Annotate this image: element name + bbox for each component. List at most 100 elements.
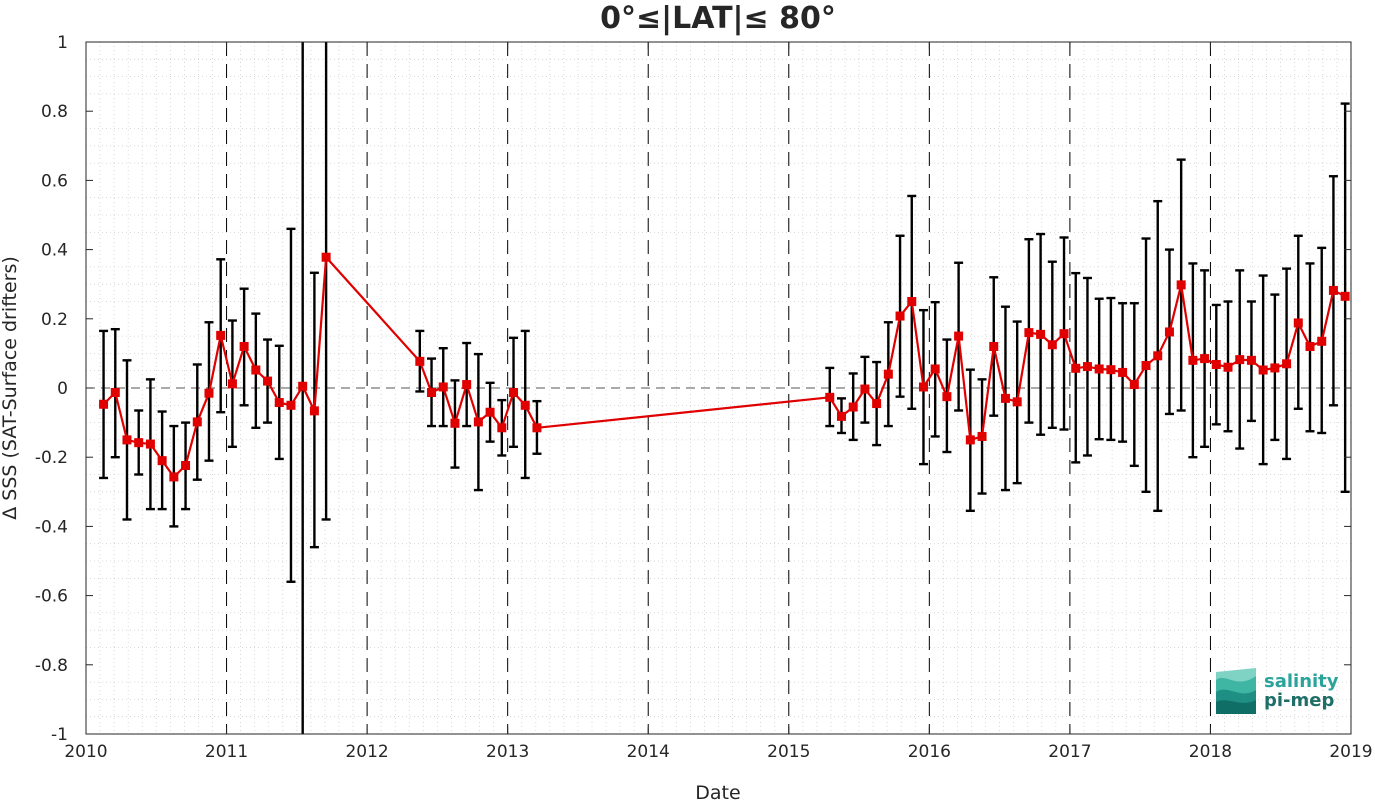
logo-text-salinity: salinity [1264, 671, 1339, 692]
y-tick-label: -0.4 [35, 517, 68, 537]
data-point-marker [907, 297, 917, 306]
data-point-marker [965, 435, 975, 445]
x-axis-label: Date [695, 782, 740, 801]
data-point-marker [1293, 318, 1303, 328]
data-point-marker [181, 461, 191, 471]
data-point-marker [954, 331, 964, 341]
data-point-marker [895, 311, 905, 321]
data-point-marker [1047, 340, 1057, 350]
data-point-marker [286, 400, 296, 410]
data-point-marker [1106, 365, 1116, 375]
data-point-marker [1059, 329, 1069, 339]
data-point-marker [825, 392, 835, 402]
series-line [102, 256, 1346, 479]
data-point-marker [497, 423, 507, 433]
data-point-marker [1024, 328, 1034, 338]
data-point-marker [930, 364, 940, 374]
data-point-marker [918, 382, 928, 392]
data-point-marker [1328, 285, 1338, 295]
data-point-marker [1235, 355, 1245, 365]
y-tick-label: -0.6 [35, 587, 68, 607]
data-point-marker [251, 365, 261, 375]
x-tick-label: 2013 [486, 742, 529, 762]
x-tick-label: 2016 [908, 742, 951, 762]
y-tick-label: 0.2 [41, 310, 68, 330]
data-point-marker [883, 369, 893, 379]
data-point-marker [1012, 397, 1022, 407]
y-tick-label: -0.8 [35, 656, 68, 676]
y-tick-label: -1 [51, 725, 68, 745]
data-point-marker [872, 399, 882, 409]
data-point-marker [274, 398, 284, 408]
data-point-marker [145, 439, 155, 449]
data-point-marker [216, 330, 226, 340]
data-point-marker [1270, 363, 1280, 373]
data-point-marker [263, 376, 273, 386]
data-point-marker [1036, 329, 1046, 339]
data-point-marker [1188, 355, 1198, 365]
minor-grid [86, 42, 1351, 734]
data-point-marker [99, 399, 109, 409]
x-tick-label: 2019 [1329, 742, 1372, 762]
y-tick-label: 0.4 [41, 241, 68, 261]
data-point-marker [1246, 355, 1256, 365]
data-point-marker [462, 380, 472, 390]
x-tick-label: 2018 [1189, 742, 1232, 762]
axis-ticks: 2010 2011 2012 2013 2014 2015 2016 2017 2018 2019… [35, 33, 1373, 762]
y-axis-label: Δ SSS (SAT-Surface drifters) [0, 256, 21, 520]
y-tick-label: 1 [57, 33, 68, 53]
x-tick-label: 2011 [205, 742, 248, 762]
y-tick-label: 0.6 [41, 171, 68, 191]
data-point-marker [1141, 361, 1151, 371]
data-point-marker [157, 456, 167, 466]
data-point-marker [227, 379, 237, 389]
data-point-marker [1129, 380, 1139, 390]
data-point-marker [532, 423, 542, 433]
data-point-marker [1317, 336, 1327, 346]
data-point-marker [122, 435, 132, 445]
y-tick-label: -0.2 [35, 448, 68, 468]
data-point-marker [1118, 367, 1128, 377]
data-point-marker [1258, 365, 1268, 375]
x-tick-label: 2010 [64, 742, 107, 762]
x-tick-label: 2014 [627, 742, 670, 762]
data-point-marker [438, 382, 448, 392]
chart-title: 0°≤|LAT|≤ 80° [600, 1, 836, 36]
data-point-marker [1153, 351, 1163, 361]
data-point-marker [509, 387, 519, 397]
data-point-marker [1071, 363, 1081, 373]
data-point-marker [977, 431, 987, 441]
data-point-marker [192, 417, 202, 427]
data-point-marker [298, 381, 308, 391]
data-point-marker [427, 387, 437, 397]
data-point-marker [321, 252, 331, 262]
x-tick-label: 2017 [1048, 742, 1091, 762]
data-point-marker [1211, 359, 1221, 369]
data-point-marker [1094, 364, 1104, 374]
x-tick-label: 2012 [345, 742, 388, 762]
data-point-marker [239, 341, 249, 351]
year-divider-lines [226, 42, 1211, 734]
data-point-marker [942, 392, 952, 402]
data-point-marker [848, 402, 858, 412]
data-point-marker [110, 387, 120, 397]
data-point-marker [1164, 327, 1174, 337]
data-point-marker [860, 384, 870, 394]
data-point-marker [1340, 291, 1350, 301]
data-point-marker [134, 438, 144, 448]
data-point-marker [1282, 359, 1292, 369]
x-tick-label: 2015 [767, 742, 810, 762]
y-tick-label: 0 [57, 379, 68, 399]
data-point-marker [415, 356, 425, 366]
data-point-marker [1200, 354, 1210, 364]
data-point-marker [450, 418, 460, 428]
data-series [99, 252, 1350, 482]
data-point-marker [204, 388, 214, 398]
data-point-marker [520, 400, 530, 410]
data-point-marker [169, 472, 179, 482]
data-point-marker [1000, 393, 1010, 403]
data-point-marker [473, 417, 483, 427]
data-point-marker [1305, 341, 1315, 351]
y-tick-label: 0.8 [41, 102, 68, 122]
